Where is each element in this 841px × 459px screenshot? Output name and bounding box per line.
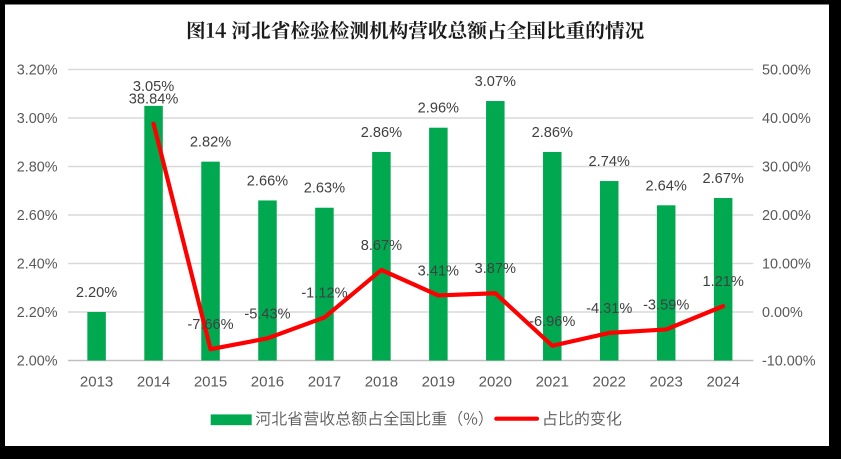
svg-text:2.74%: 2.74% bbox=[589, 154, 630, 170]
svg-text:-7.66%: -7.66% bbox=[187, 317, 233, 333]
svg-text:3.20%: 3.20% bbox=[17, 62, 58, 78]
svg-text:30.00%: 30.00% bbox=[762, 159, 811, 175]
svg-text:2.66%: 2.66% bbox=[247, 173, 288, 189]
svg-text:2.86%: 2.86% bbox=[361, 125, 402, 141]
svg-text:2021: 2021 bbox=[536, 374, 569, 391]
svg-text:-10.00%: -10.00% bbox=[762, 353, 816, 369]
svg-text:0.00%: 0.00% bbox=[762, 305, 803, 321]
svg-text:2.20%: 2.20% bbox=[17, 305, 58, 321]
svg-text:2022: 2022 bbox=[593, 374, 626, 391]
svg-text:2.00%: 2.00% bbox=[17, 353, 58, 369]
svg-text:3.87%: 3.87% bbox=[475, 261, 516, 277]
svg-text:2.67%: 2.67% bbox=[702, 171, 743, 187]
svg-text:2.86%: 2.86% bbox=[532, 125, 573, 141]
svg-text:2015: 2015 bbox=[194, 374, 227, 391]
svg-text:40.00%: 40.00% bbox=[762, 111, 811, 127]
svg-text:2023: 2023 bbox=[650, 374, 683, 391]
svg-text:3.07%: 3.07% bbox=[475, 74, 516, 90]
svg-text:3.41%: 3.41% bbox=[418, 263, 459, 279]
svg-text:1.21%: 1.21% bbox=[702, 274, 743, 290]
svg-text:2016: 2016 bbox=[251, 374, 284, 391]
svg-text:2024: 2024 bbox=[706, 374, 739, 391]
svg-text:2.20%: 2.20% bbox=[76, 285, 117, 301]
svg-text:20.00%: 20.00% bbox=[762, 208, 811, 224]
svg-text:10.00%: 10.00% bbox=[762, 256, 811, 272]
svg-text:-3.59%: -3.59% bbox=[643, 297, 689, 313]
svg-text:3.00%: 3.00% bbox=[17, 111, 58, 127]
svg-text:50.00%: 50.00% bbox=[762, 62, 811, 78]
svg-text:2014: 2014 bbox=[137, 374, 170, 391]
svg-text:3.05%: 3.05% bbox=[133, 79, 174, 95]
svg-text:2.82%: 2.82% bbox=[190, 135, 231, 151]
svg-text:2019: 2019 bbox=[422, 374, 455, 391]
svg-text:-6.96%: -6.96% bbox=[529, 314, 575, 330]
svg-text:2018: 2018 bbox=[365, 374, 398, 391]
svg-text:-1.12%: -1.12% bbox=[301, 285, 347, 301]
svg-text:2.96%: 2.96% bbox=[418, 101, 459, 117]
svg-text:2013: 2013 bbox=[80, 374, 113, 391]
svg-text:-4.31%: -4.31% bbox=[586, 301, 632, 317]
svg-text:2.63%: 2.63% bbox=[304, 181, 345, 197]
svg-text:38.84%: 38.84% bbox=[129, 92, 179, 108]
svg-text:2017: 2017 bbox=[308, 374, 341, 391]
svg-text:2.64%: 2.64% bbox=[646, 178, 687, 194]
svg-text:-5.43%: -5.43% bbox=[244, 306, 290, 322]
svg-text:2.80%: 2.80% bbox=[17, 159, 58, 175]
svg-text:2.40%: 2.40% bbox=[17, 256, 58, 272]
svg-text:8.67%: 8.67% bbox=[361, 238, 402, 254]
svg-text:2.60%: 2.60% bbox=[17, 208, 58, 224]
svg-text:2020: 2020 bbox=[479, 374, 512, 391]
